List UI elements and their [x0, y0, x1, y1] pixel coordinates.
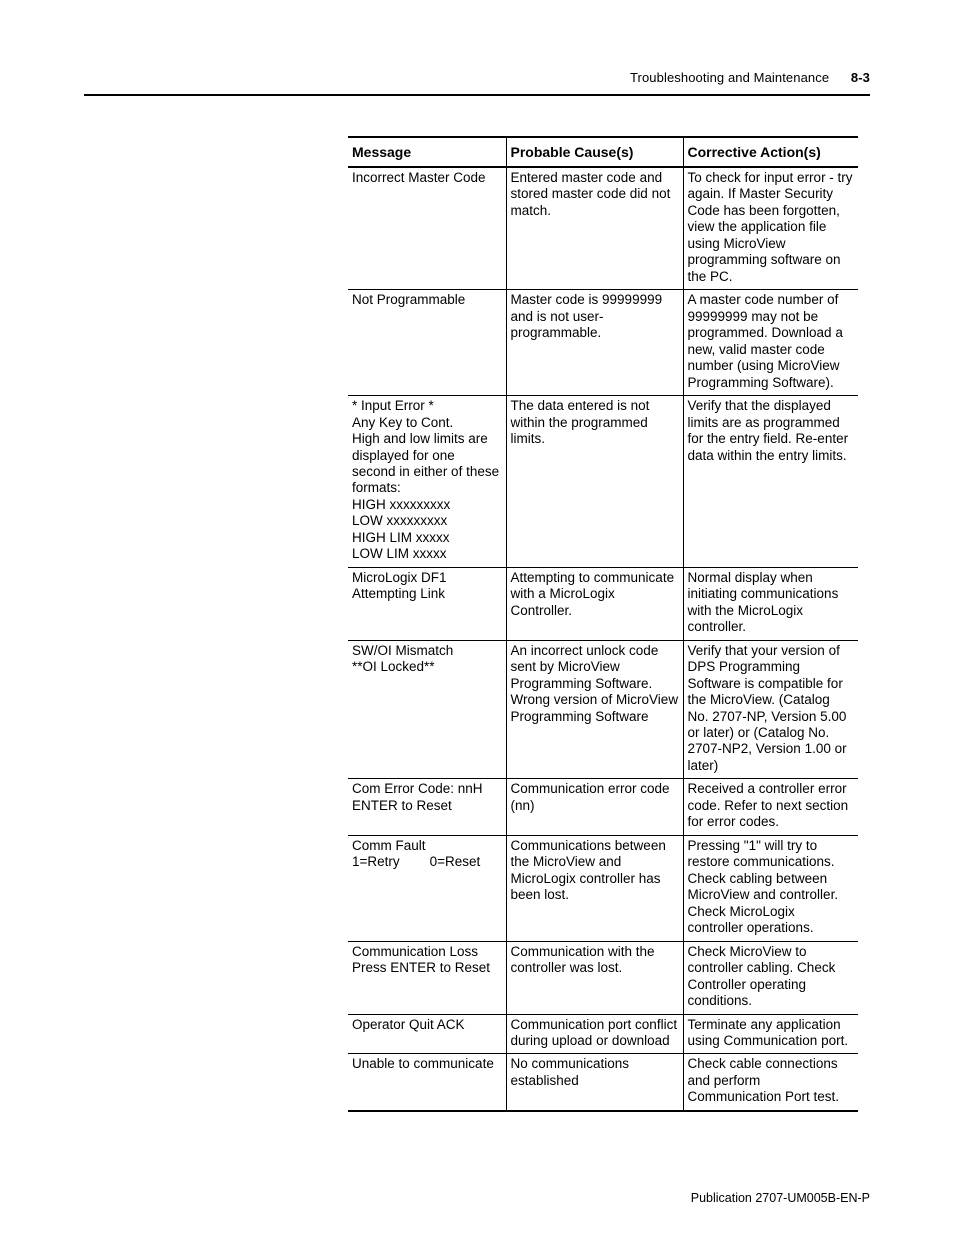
cell-cause: Master code is 99999999 and is not user-…	[506, 290, 683, 396]
table-row: Operator Quit ACK Communication port con…	[348, 1014, 858, 1054]
cell-cause: The data entered is not within the progr…	[506, 396, 683, 568]
cell-message: * Input Error * Any Key to Cont. High an…	[348, 396, 506, 568]
cell-cause: Attempting to communicate with a MicroLo…	[506, 567, 683, 640]
cell-cause: Communication with the controller was lo…	[506, 941, 683, 1014]
cell-cause: Communication port conflict during uploa…	[506, 1014, 683, 1054]
cell-message: MicroLogix DF1 Attempting Link	[348, 567, 506, 640]
table-row: Incorrect Master Code Entered master cod…	[348, 167, 858, 290]
cell-message: Comm Fault 1=Retry 0=Reset	[348, 835, 506, 941]
cell-cause: An incorrect unlock code sent by MicroVi…	[506, 640, 683, 779]
table-header-row: Message Probable Cause(s) Corrective Act…	[348, 137, 858, 167]
table-row: SW/OI Mismatch **OI Locked** An incorrec…	[348, 640, 858, 779]
troubleshooting-table: Message Probable Cause(s) Corrective Act…	[348, 136, 858, 1112]
cell-action: Terminate any application using Communic…	[683, 1014, 858, 1054]
table-row: MicroLogix DF1 Attempting Link Attemptin…	[348, 567, 858, 640]
col-header-cause: Probable Cause(s)	[506, 137, 683, 167]
page: Troubleshooting and Maintenance 8-3 Mess…	[0, 0, 954, 1235]
col-header-message: Message	[348, 137, 506, 167]
table-row: Not Programmable Master code is 99999999…	[348, 290, 858, 396]
cell-action: Received a controller error code. Refer …	[683, 779, 858, 835]
table-row: Com Error Code: nnH ENTER to Reset Commu…	[348, 779, 858, 835]
table-row: Comm Fault 1=Retry 0=Reset Communication…	[348, 835, 858, 941]
cell-action: Check MicroView to controller cabling. C…	[683, 941, 858, 1014]
cell-message: Not Programmable	[348, 290, 506, 396]
troubleshooting-table-wrap: Message Probable Cause(s) Corrective Act…	[348, 136, 854, 1112]
cell-action: Normal display when initiating communica…	[683, 567, 858, 640]
cell-message: Incorrect Master Code	[348, 167, 506, 290]
cell-action: Verify that your version of DPS Programm…	[683, 640, 858, 779]
cell-action: To check for input error - try again. If…	[683, 167, 858, 290]
cell-message: Unable to communicate	[348, 1054, 506, 1111]
cell-message: Communication Loss Press ENTER to Reset	[348, 941, 506, 1014]
cell-cause: Communications between the MicroView and…	[506, 835, 683, 941]
table-row: Communication Loss Press ENTER to Reset …	[348, 941, 858, 1014]
cell-action: A master code number of 99999999 may not…	[683, 290, 858, 396]
footer-publication: Publication 2707-UM005B-EN-P	[691, 1191, 870, 1205]
cell-action: Pressing "1" will try to restore communi…	[683, 835, 858, 941]
header-rule	[84, 94, 870, 96]
cell-action: Verify that the displayed limits are as …	[683, 396, 858, 568]
header-title: Troubleshooting and Maintenance	[630, 70, 829, 85]
cell-cause: Entered master code and stored master co…	[506, 167, 683, 290]
cell-action: Check cable connections and perform Comm…	[683, 1054, 858, 1111]
cell-message: Operator Quit ACK	[348, 1014, 506, 1054]
cell-message: SW/OI Mismatch **OI Locked**	[348, 640, 506, 779]
header-page-number: 8-3	[851, 70, 870, 85]
cell-message: Com Error Code: nnH ENTER to Reset	[348, 779, 506, 835]
col-header-action: Corrective Action(s)	[683, 137, 858, 167]
cell-cause: No communications established	[506, 1054, 683, 1111]
table-row: * Input Error * Any Key to Cont. High an…	[348, 396, 858, 568]
page-header: Troubleshooting and Maintenance 8-3	[630, 70, 870, 85]
cell-cause: Communication error code (nn)	[506, 779, 683, 835]
table-row: Unable to communicate No communications …	[348, 1054, 858, 1111]
